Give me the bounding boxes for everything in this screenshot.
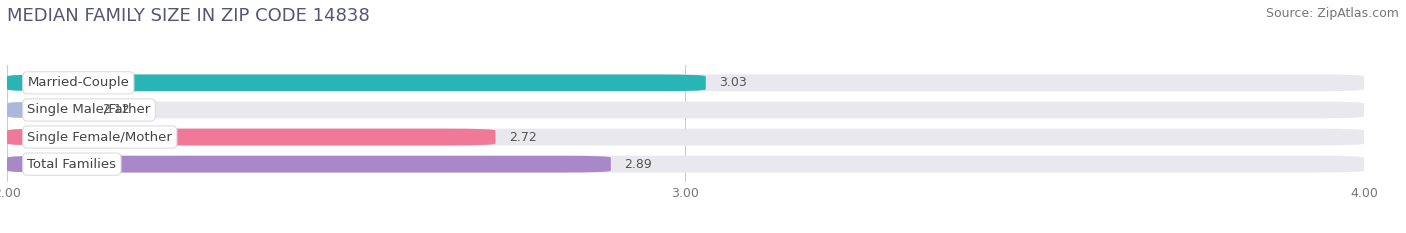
Text: Single Female/Mother: Single Female/Mother [27,130,173,144]
Text: Married-Couple: Married-Couple [27,76,129,89]
Text: Single Male/Father: Single Male/Father [27,103,150,116]
Text: 2.72: 2.72 [509,130,537,144]
Text: Total Families: Total Families [27,158,117,171]
Text: 3.03: 3.03 [720,76,747,89]
FancyBboxPatch shape [7,75,706,91]
FancyBboxPatch shape [7,129,1364,145]
FancyBboxPatch shape [7,102,1364,118]
Text: MEDIAN FAMILY SIZE IN ZIP CODE 14838: MEDIAN FAMILY SIZE IN ZIP CODE 14838 [7,7,370,25]
FancyBboxPatch shape [7,156,610,172]
FancyBboxPatch shape [7,102,89,118]
Text: Source: ZipAtlas.com: Source: ZipAtlas.com [1265,7,1399,20]
Text: 2.89: 2.89 [624,158,652,171]
FancyBboxPatch shape [7,129,495,145]
FancyBboxPatch shape [7,75,1364,91]
Text: 2.12: 2.12 [103,103,129,116]
FancyBboxPatch shape [7,156,1364,172]
